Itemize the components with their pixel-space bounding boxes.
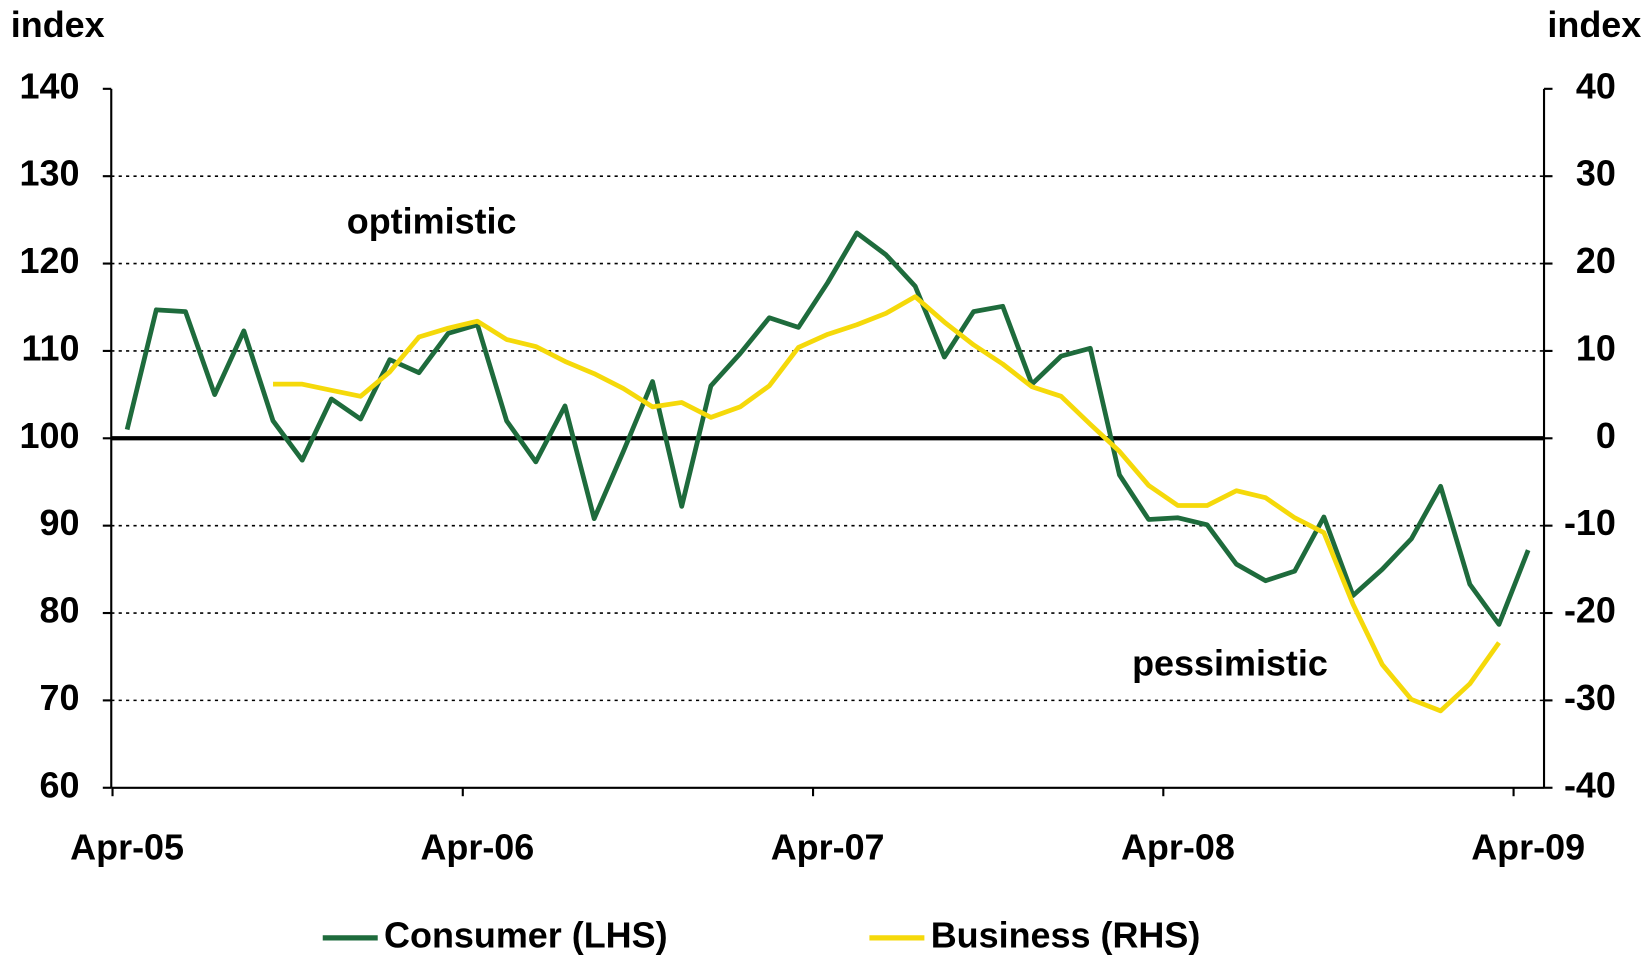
y-tick-label: 80	[40, 590, 80, 631]
legend-label: Business (RHS)	[931, 914, 1201, 955]
y-tick-label: 130	[20, 153, 80, 194]
y2-axis-label: index	[1547, 4, 1641, 45]
x-tick-label: Apr-07	[771, 827, 885, 868]
x-tick-label: Apr-09	[1471, 827, 1585, 868]
x-tick-label: Apr-08	[1121, 827, 1235, 868]
y2-tick-label: -40	[1564, 764, 1616, 805]
annotation: pessimistic	[1132, 643, 1328, 684]
y2-tick-label: -10	[1564, 502, 1616, 543]
y2-tick-label: 0	[1596, 415, 1616, 456]
y2-tick-label: 40	[1576, 65, 1616, 106]
y2-tick-label: 10	[1576, 327, 1616, 368]
y-tick-label: 110	[22, 327, 80, 368]
y2-tick-label: -30	[1564, 677, 1616, 718]
x-tick-label: Apr-05	[70, 827, 184, 868]
y-tick-label: 100	[20, 415, 80, 456]
series-line	[124, 230, 1531, 627]
y-axis-label: index	[11, 4, 105, 45]
y-tick-label: 140	[20, 65, 80, 106]
series-line	[273, 294, 1501, 714]
y2-tick-label: 20	[1576, 240, 1616, 281]
y2-tick-label: -20	[1564, 590, 1616, 631]
y2-tick-label: 30	[1576, 153, 1616, 194]
y-tick-label: 90	[40, 502, 80, 543]
x-tick-label: Apr-06	[420, 827, 534, 868]
y-tick-label: 70	[40, 677, 80, 718]
annotation: optimistic	[347, 201, 517, 242]
legend-label: Consumer (LHS)	[384, 914, 668, 955]
y-tick-label: 120	[20, 240, 80, 281]
y-tick-label: 60	[40, 764, 80, 805]
